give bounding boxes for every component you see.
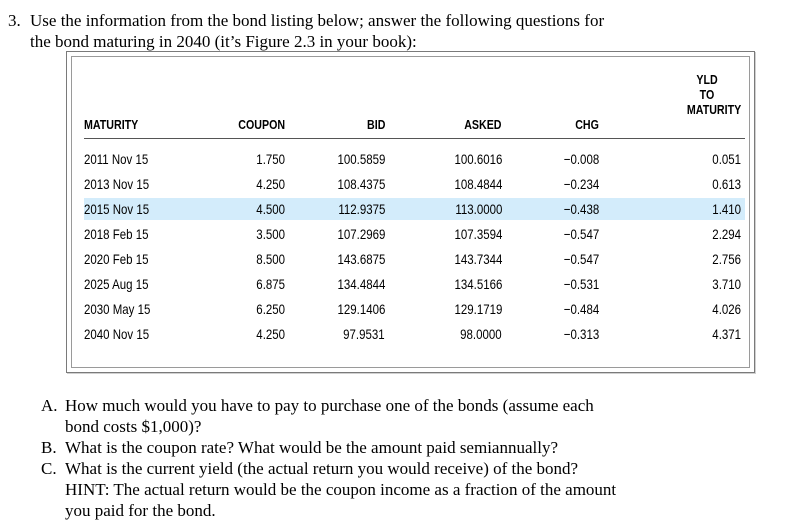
cell-coupon: 6.875 [256,276,285,292]
cell-bid: 108.4375 [337,176,385,192]
cell-yld: 2.756 [712,251,741,267]
subquestion-a-label: A. [41,396,58,415]
header-maturity: MATURITY [84,117,139,132]
header-bid: BID [366,117,385,132]
cell-yld: 4.026 [712,301,741,317]
header-yld-line-1: YLD [696,72,718,87]
cell-coupon: 8.500 [256,251,285,267]
table-row: 2020 Feb 15 8.500 143.6875 143.7344 −0.547 2.… [84,248,745,270]
cell-maturity: 2030 May 15 [84,301,151,317]
cell-chg: −0.438 [563,201,599,217]
cell-maturity: 2040 Nov 15 [84,326,150,342]
subquestion-c-label: C. [41,459,57,478]
cell-maturity: 2013 Nov 15 [84,176,150,192]
cell-bid: 143.6875 [337,251,385,267]
table-row: 2040 Nov 15 4.250 97.9531 98.0000 −0.313 4.37… [84,323,745,345]
bond-listing-figure: MATURITY COUPON BID ASKED CHG YLD TO MAT… [66,51,755,373]
cell-asked: 129.1719 [454,301,502,317]
bond-table: MATURITY COUPON BID ASKED CHG YLD TO MAT… [72,57,749,367]
question-number: 3. [8,11,21,30]
cell-yld: 0.051 [712,151,741,167]
subquestion-c-line-2: HINT: The actual return would be the cou… [65,480,617,499]
cell-asked: 108.4844 [454,176,502,192]
cell-chg: −0.547 [563,251,599,267]
question-text-line-2: the bond maturing in 2040 (it’s Figure 2… [30,32,417,51]
cell-bid: 107.2969 [337,226,385,242]
cell-asked: 143.7344 [454,251,502,267]
cell-asked: 98.0000 [460,326,502,342]
header-chg: CHG [575,117,599,132]
table-row: 2025 Aug 15 6.875 134.4844 134.5166 −0.531 3.… [84,273,745,295]
question-text-line-1: Use the information from the bond listin… [30,11,605,30]
subquestion-c-line-3: you paid for the bond. [65,501,216,520]
cell-yld: 0.613 [712,176,741,192]
cell-chg: −0.234 [563,176,599,192]
cell-coupon: 1.750 [256,151,285,167]
subquestion-c-line-1: What is the current yield (the actual re… [65,459,579,478]
subquestion-a-line-1: How much would you have to pay to purcha… [65,396,594,415]
cell-maturity: 2020 Feb 15 [84,251,149,267]
table-row: 2015 Nov 15 4.500 112.9375 113.0000 −0.438 1.… [84,198,745,220]
cell-chg: −0.547 [563,226,599,242]
cell-asked: 113.0000 [454,201,502,217]
cell-asked: 100.6016 [454,151,502,167]
cell-chg: −0.484 [563,301,599,317]
cell-bid: 129.1406 [337,301,385,317]
cell-coupon: 4.500 [256,201,285,217]
subquestion-b-line-1: What is the coupon rate? What would be t… [65,438,559,457]
cell-yld: 1.410 [712,201,741,217]
cell-coupon: 6.250 [256,301,285,317]
header-yld-line-2: TO [699,87,715,102]
subquestion-a-line-2: bond costs $1,000)? [65,417,202,436]
cell-yld: 3.710 [712,276,741,292]
cell-maturity: 2011 Nov 15 [84,151,149,167]
cell-asked: 134.5166 [454,276,502,292]
header-yld-line-3: MATURITY [686,102,741,117]
table-row: 2030 May 15 6.250 129.1406 129.1719 −0.484 4.… [84,298,745,320]
cell-chg: −0.531 [563,276,599,292]
table-row: 2018 Feb 15 3.500 107.2969 107.3594 −0.547 2.… [84,223,745,245]
subquestion-b-label: B. [41,438,57,457]
cell-asked: 107.3594 [454,226,502,242]
cell-maturity: 2018 Feb 15 [84,226,149,242]
header-divider [84,138,745,139]
cell-maturity: 2015 Nov 15 [84,201,150,217]
table-row: 2013 Nov 15 4.250 108.4375 108.4844 −0.234 0.… [84,173,745,195]
cell-coupon: 4.250 [256,176,285,192]
cell-coupon: 3.500 [256,226,285,242]
table-row: 2011 Nov 15 1.750 100.5859 100.6016 −0.008 0.… [84,148,745,170]
cell-chg: −0.313 [563,326,599,342]
cell-yld: 4.371 [712,326,741,342]
cell-yld: 2.294 [712,226,741,242]
cell-coupon: 4.250 [256,326,285,342]
cell-bid: 112.9375 [337,201,385,217]
cell-bid: 134.4844 [337,276,385,292]
header-asked: ASKED [464,117,502,132]
header-coupon: COUPON [238,117,285,132]
cell-bid: 97.9531 [343,326,385,342]
cell-chg: −0.008 [563,151,599,167]
cell-bid: 100.5859 [337,151,385,167]
bond-listing-frame: MATURITY COUPON BID ASKED CHG YLD TO MAT… [71,56,750,368]
cell-maturity: 2025 Aug 15 [84,276,149,292]
